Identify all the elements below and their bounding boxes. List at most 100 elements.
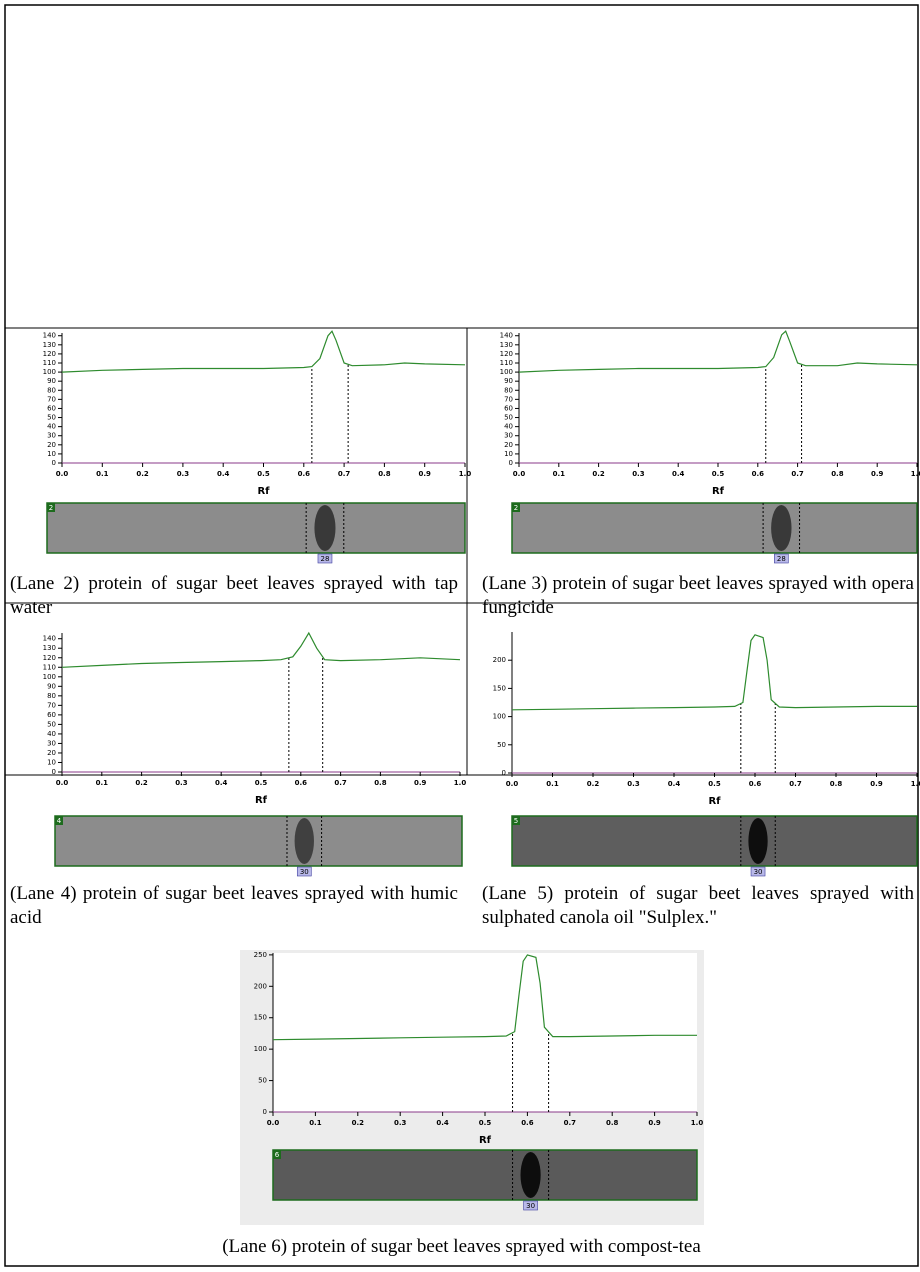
x-tick-label: 0.3 [175, 779, 188, 787]
y-tick-label: 40 [504, 423, 513, 431]
x-tick-label: 0.1 [96, 470, 109, 478]
x-axis-label: Rf [708, 796, 721, 807]
y-tick-label: 10 [504, 450, 513, 458]
x-tick-label: 0.0 [506, 780, 519, 788]
lane-label-box [512, 816, 520, 825]
y-tick-label: 80 [47, 386, 56, 394]
y-tick-label: 130 [43, 341, 56, 349]
profile-line [61, 631, 461, 668]
x-tick-label: 1.0 [454, 779, 467, 787]
x-tick-label: 0.4 [436, 1119, 449, 1127]
y-tick-label: 0 [502, 769, 506, 777]
y-tick-label: 200 [254, 982, 267, 990]
y-tick-label: 120 [500, 350, 513, 358]
x-tick-label: 0.7 [789, 780, 802, 788]
gel-band [748, 818, 768, 864]
y-tick-label: 20 [504, 441, 513, 449]
y-tick-label: 90 [47, 377, 56, 385]
y-tick-label: 150 [254, 1014, 267, 1022]
plot-area [273, 953, 697, 1112]
y-tick-label: 120 [43, 654, 56, 662]
x-tick-label: 0.6 [298, 470, 311, 478]
y-tick-label: 0 [509, 459, 513, 467]
y-tick-label: 20 [47, 749, 56, 757]
x-tick-label: 0.9 [418, 470, 431, 478]
profile-line [511, 634, 917, 711]
y-tick-label: 50 [497, 741, 506, 749]
gel-strip [272, 1149, 698, 1201]
y-tick-label: 70 [47, 395, 56, 403]
x-tick-label: 0.0 [267, 1119, 280, 1127]
caption: (Lane 6) protein of sugar beet leaves sp… [222, 1236, 701, 1257]
y-tick-label: 110 [43, 663, 56, 671]
y-tick-label: 10 [47, 450, 56, 458]
y-tick-label: 140 [43, 635, 56, 643]
x-tick-label: 0.3 [177, 470, 190, 478]
x-tick-label: 0.8 [374, 779, 387, 787]
x-tick-label: 0.1 [546, 780, 559, 788]
x-tick-label: 0.5 [257, 470, 270, 478]
x-tick-label: 0.7 [564, 1119, 577, 1127]
x-tick-label: 0.8 [606, 1119, 619, 1127]
y-tick-label: 90 [504, 377, 513, 385]
x-tick-label: 0.0 [56, 779, 69, 787]
lane-label: 5 [514, 817, 518, 825]
y-tick-label: 90 [47, 682, 56, 690]
x-tick-label: 0.5 [712, 470, 725, 478]
y-tick-label: 60 [504, 404, 513, 412]
x-tick-label: 0.6 [749, 780, 762, 788]
caption: (Lane 4) protein of sugar beet leaves sp… [10, 883, 458, 928]
lane-label-box [47, 503, 55, 512]
y-tick-label: 40 [47, 730, 56, 738]
x-tick-label: 0.1 [309, 1119, 322, 1127]
y-tick-label: 100 [43, 368, 56, 376]
gel-strip [511, 815, 918, 867]
x-tick-label: 0.1 [96, 779, 109, 787]
y-tick-label: 140 [500, 332, 513, 340]
y-tick-label: 0 [52, 459, 56, 467]
profile-line [272, 954, 697, 1041]
x-tick-label: 1.0 [691, 1119, 704, 1127]
x-tick-label: 1.0 [911, 470, 920, 478]
x-tick-label: 0.4 [217, 470, 230, 478]
x-tick-label: 0.0 [513, 470, 526, 478]
gel-band [520, 1152, 541, 1198]
x-tick-label: 0.6 [752, 470, 765, 478]
y-tick-label: 120 [43, 350, 56, 358]
plot-area [512, 632, 917, 773]
x-tick-label: 0.6 [295, 779, 308, 787]
x-tick-label: 0.9 [414, 779, 427, 787]
x-axis-label: Rf [257, 486, 270, 497]
gel-strip [54, 815, 463, 867]
y-tick-label: 0 [52, 768, 56, 776]
lane-label: 2 [514, 504, 518, 512]
x-tick-label: 0.4 [672, 470, 685, 478]
x-tick-label: 0.9 [648, 1119, 661, 1127]
x-tick-label: 0.2 [587, 780, 600, 788]
x-tick-label: 0.5 [479, 1119, 492, 1127]
gel-band [771, 505, 792, 551]
x-tick-label: 0.5 [255, 779, 268, 787]
band-label: 30 [754, 868, 763, 876]
profile-line [518, 330, 918, 373]
y-tick-label: 20 [47, 441, 56, 449]
y-tick-label: 80 [504, 386, 513, 394]
profile-line [61, 330, 466, 373]
band-label: 30 [526, 1202, 535, 1210]
x-tick-label: 0.8 [830, 780, 843, 788]
band-label-box [750, 866, 766, 877]
x-axis-label: Rf [712, 486, 725, 497]
x-tick-label: 0.3 [627, 780, 640, 788]
x-tick-label: 0.7 [338, 470, 351, 478]
plot-area [62, 333, 465, 463]
band-label: 28 [321, 555, 330, 563]
x-tick-label: 0.5 [708, 780, 721, 788]
y-tick-label: 250 [254, 951, 267, 959]
x-tick-label: 0.9 [870, 780, 883, 788]
y-tick-label: 100 [493, 713, 506, 721]
y-tick-label: 70 [47, 701, 56, 709]
x-tick-label: 0.4 [215, 779, 228, 787]
lane-label-box [512, 503, 520, 512]
